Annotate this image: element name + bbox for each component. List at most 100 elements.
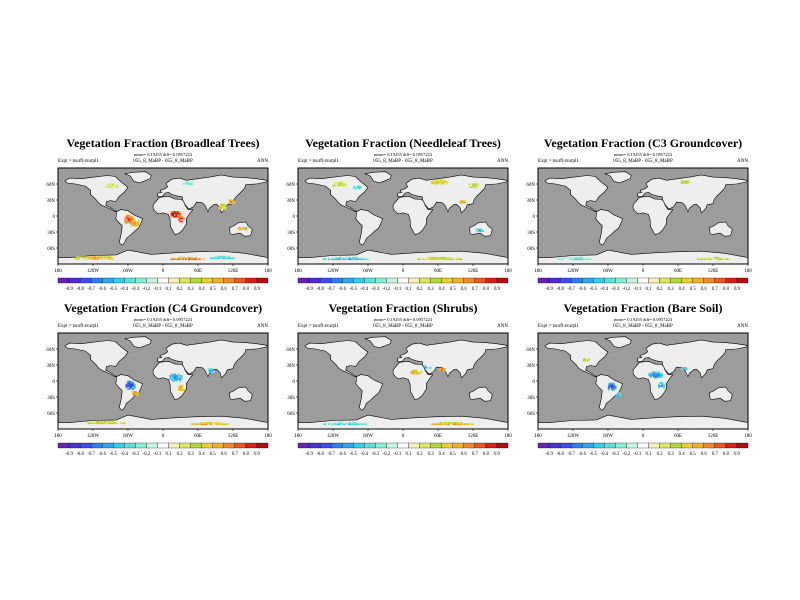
data-cell: [359, 185, 362, 188]
colorbar-tick-label: -0.7: [87, 287, 95, 292]
data-cell: [218, 255, 221, 258]
data-cell: [133, 385, 136, 387]
panel-title: Vegetation Fraction (C4 Groundcover): [64, 301, 262, 315]
panel-6: Vegetation Fraction (Bare Soil) mean= 0.1…: [526, 301, 752, 457]
data-cell: [213, 421, 216, 424]
data-cell: [607, 385, 610, 388]
colorbar-swatch: [571, 442, 583, 449]
data-cell: [229, 257, 232, 260]
data-cell: [352, 423, 355, 426]
data-cell: [353, 185, 356, 188]
data-cell: [431, 256, 433, 259]
data-cell: [682, 180, 685, 183]
map-layer: [538, 336, 748, 429]
data-cell: [110, 186, 112, 189]
colorbar-swatch: [102, 442, 114, 449]
data-cell: [210, 257, 212, 260]
data-cell: [219, 203, 222, 206]
data-cell: [130, 385, 133, 387]
data-cell: [323, 423, 325, 426]
data-cell: [435, 258, 438, 261]
colorbar-tick-label: -0.2: [623, 287, 631, 292]
data-cell: [612, 384, 615, 386]
data-cell: [108, 420, 111, 423]
colorbar-swatch: [113, 442, 125, 449]
data-cell: [128, 383, 131, 386]
data-cell: [350, 423, 353, 426]
data-cell: [174, 376, 177, 379]
data-cell: [203, 258, 206, 261]
data-cell: [127, 217, 130, 220]
data-cell: [355, 423, 358, 426]
data-cell: [207, 368, 210, 370]
data-cell: [110, 183, 112, 186]
data-cell: [113, 422, 116, 425]
data-cell: [87, 422, 90, 425]
data-cell: [413, 372, 416, 375]
data-cell: [609, 385, 612, 388]
data-cell: [127, 216, 130, 218]
data-cell: [654, 372, 657, 375]
data-cell: [482, 230, 485, 232]
y-tick-label: 30S: [527, 231, 535, 236]
data-cell: [130, 217, 133, 220]
y-tick-label: 30S: [47, 231, 55, 236]
data-cell: [658, 383, 660, 386]
data-cell: [337, 421, 340, 424]
x-tick-label: 60W: [123, 434, 133, 439]
data-cell: [107, 420, 110, 423]
data-cell: [169, 376, 172, 379]
data-cell: [226, 257, 229, 260]
data-cell: [337, 423, 340, 426]
data-cell: [121, 422, 124, 425]
data-cell: [454, 421, 457, 424]
data-cell: [659, 375, 662, 378]
colorbar-tick-label: -0.5: [349, 452, 357, 457]
colorbar-swatch: [297, 277, 310, 284]
data-cell: [216, 255, 219, 258]
land-greenland: [604, 171, 632, 184]
data-cell: [432, 181, 435, 183]
data-cell: [229, 199, 232, 202]
data-cell: [129, 216, 132, 218]
data-cell: [87, 257, 90, 260]
data-cell: [344, 181, 347, 184]
data-cell: [358, 187, 361, 190]
data-cell: [337, 258, 340, 261]
data-cell: [659, 385, 662, 387]
data-cell: [173, 258, 176, 261]
colorbar-tick-label: 0.1: [406, 287, 413, 292]
data-cell: [127, 214, 130, 217]
colorbar-swatch: [419, 442, 431, 449]
data-cell: [175, 258, 178, 261]
colorbar-tick-label: -0.5: [109, 287, 117, 292]
colorbar-swatch: [157, 277, 169, 284]
data-cell: [354, 258, 356, 261]
colorbar-tick-label: 0.5: [210, 452, 217, 457]
data-cell: [705, 258, 708, 261]
data-cell: [573, 258, 576, 261]
data-cell: [444, 423, 447, 426]
x-tick-label: 120E: [708, 269, 719, 274]
data-cell: [221, 205, 224, 207]
data-cell: [221, 206, 224, 209]
data-cell: [708, 256, 711, 259]
data-cell: [113, 184, 116, 187]
data-cell: [239, 228, 242, 231]
data-cell: [462, 201, 465, 204]
colorbar-tick-label: -0.2: [383, 452, 391, 457]
data-cell: [439, 258, 442, 261]
data-cell: [413, 371, 416, 373]
data-cell: [219, 206, 222, 209]
colorbar-tick-label: -0.3: [612, 287, 620, 292]
data-cell: [99, 422, 101, 425]
data-cell: [240, 228, 243, 231]
data-cell: [570, 258, 573, 261]
colorbar-tick-label: -0.4: [361, 452, 369, 457]
x-tick-label: 180: [534, 269, 542, 274]
data-cell: [173, 212, 176, 215]
colorbar-tick-label: -0.5: [589, 452, 597, 457]
data-cell: [126, 214, 128, 217]
colorbar-tick-label: -0.7: [327, 452, 335, 457]
colorbar-tick-label: -0.9: [305, 452, 313, 457]
